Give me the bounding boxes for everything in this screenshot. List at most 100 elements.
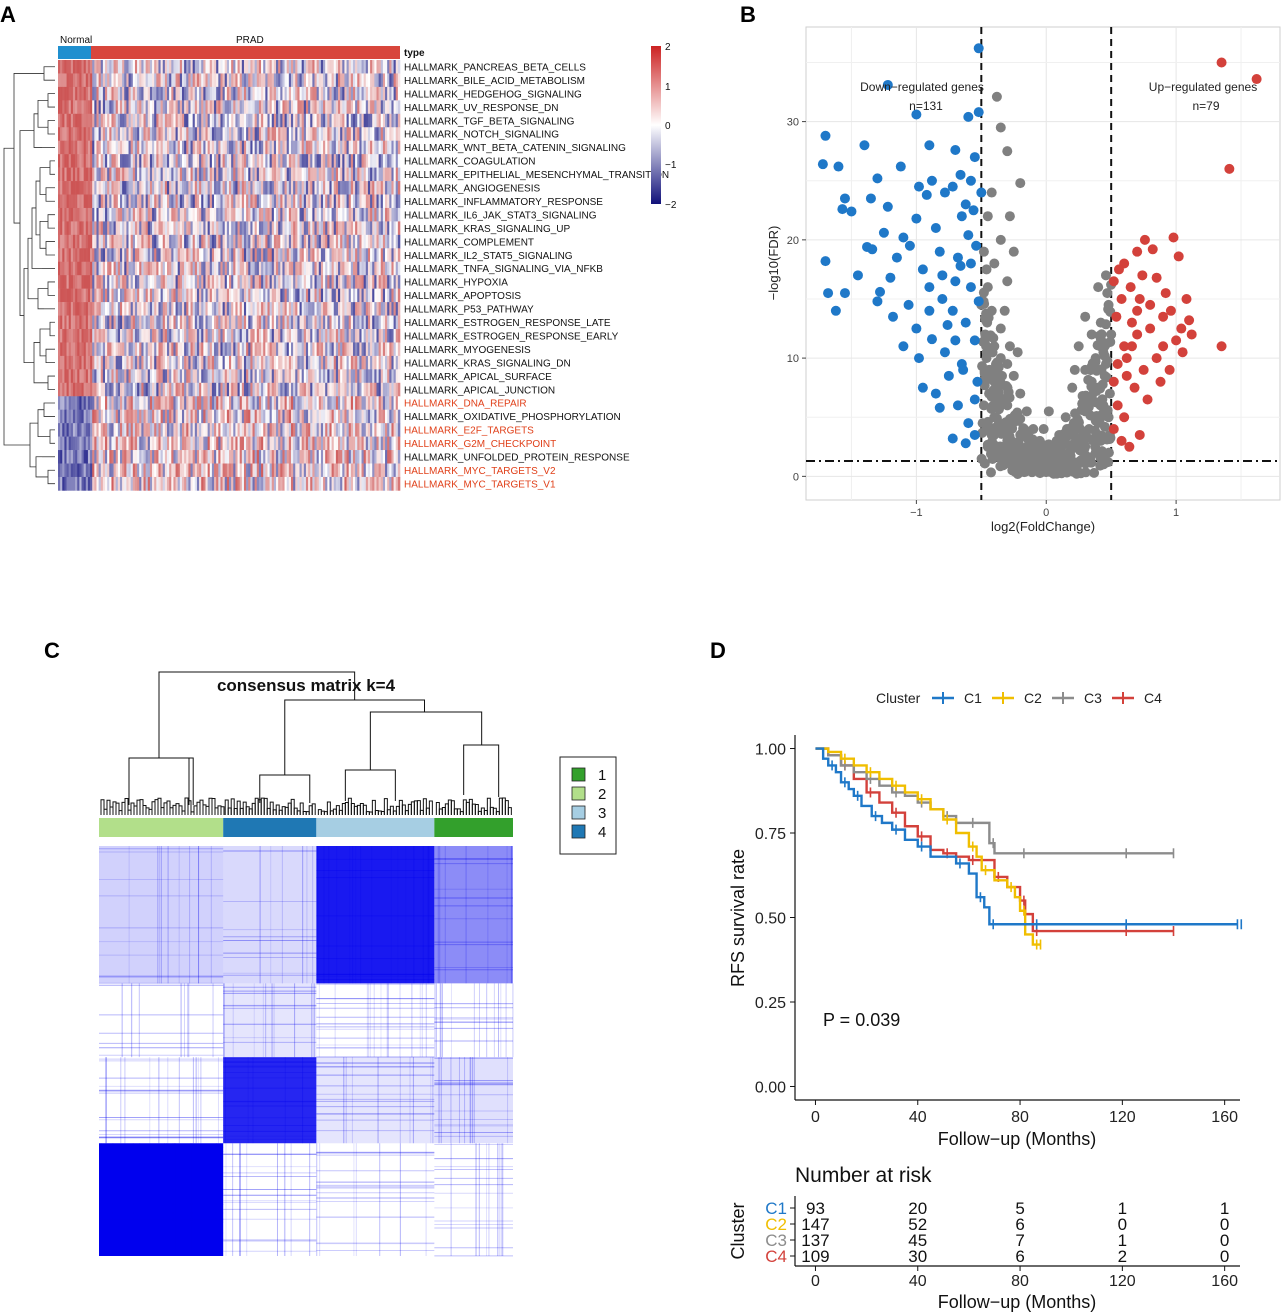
heatmap-cell: [310, 382, 313, 397]
heatmap-cell: [94, 261, 97, 276]
heatmap-cell: [378, 127, 382, 141]
heatmap-cell: [352, 73, 356, 88]
heatmap-cell: [239, 355, 243, 370]
heatmap-cell: [273, 248, 277, 263]
heatmap-cell: [380, 450, 384, 464]
heatmap-cell: [162, 127, 166, 141]
heatmap-cell: [310, 342, 313, 357]
heatmap-cell: [387, 342, 390, 357]
heatmap-cell: [263, 436, 266, 451]
heatmap-cell: [119, 194, 123, 209]
heatmap-cell: [297, 113, 300, 128]
heatmap-cell: [173, 154, 176, 168]
heatmap-cell: [66, 369, 69, 384]
heatmap-cell: [107, 60, 110, 74]
heatmap-cell: [365, 127, 369, 141]
heatmap-cell: [318, 167, 322, 182]
heatmap-cell: [175, 369, 178, 384]
heatmap-cell: [288, 423, 292, 437]
heatmap-cell: [282, 113, 285, 128]
heatmap-cell: [258, 181, 262, 195]
heatmap-cell: [243, 181, 247, 195]
heatmap-cell: [299, 221, 302, 236]
heatmap-cell: [395, 154, 399, 168]
heatmap-cell: [173, 463, 176, 478]
heatmap-cell: [273, 127, 277, 141]
heatmap-cell: [389, 127, 392, 141]
heatmap-cell: [295, 275, 298, 289]
heatmap-cell: [117, 86, 121, 101]
heatmap-cell: [346, 302, 349, 316]
heatmap-cell: [160, 181, 164, 195]
heatmap-cell: [239, 86, 243, 101]
heatmap-cell: [107, 355, 110, 370]
heatmap-cell: [190, 167, 193, 182]
heatmap-cell: [85, 113, 89, 128]
heatmap-cell: [387, 207, 390, 222]
heatmap-cell: [273, 423, 277, 437]
heatmap-cell: [297, 261, 300, 276]
heatmap-cell: [175, 382, 178, 397]
heatmap-cell: [196, 302, 200, 316]
heatmap-cell: [246, 207, 249, 222]
heatmap-cell: [175, 275, 178, 289]
heatmap-cell: [308, 409, 311, 424]
heatmap-cell: [355, 234, 358, 249]
heatmap-cell: [68, 221, 72, 236]
heatmap-cell: [100, 207, 104, 222]
heatmap-cell: [282, 463, 285, 478]
heatmap-cell: [62, 423, 65, 437]
heatmap-cell: [290, 355, 294, 370]
heatmap-cell: [177, 288, 181, 303]
heatmap-cell: [389, 221, 392, 236]
heatmap-cell: [325, 73, 328, 88]
heatmap-cell: [124, 73, 127, 88]
heatmap-cell: [263, 194, 266, 209]
heatmap-cell: [261, 288, 264, 303]
heatmap-cell: [378, 86, 382, 101]
heatmap-cell: [271, 221, 275, 236]
heatmap-cell: [265, 86, 268, 101]
heatmap-cell: [290, 154, 294, 168]
heatmap-cell: [113, 450, 117, 464]
heatmap-cell: [261, 194, 264, 209]
heatmap-cell: [263, 355, 266, 370]
heatmap-cell: [370, 369, 373, 384]
heatmap-cell: [85, 181, 89, 195]
heatmap-cell: [374, 140, 377, 155]
heatmap-cell: [254, 463, 258, 478]
heatmap-cell: [222, 167, 226, 182]
heatmap-cell: [68, 100, 72, 115]
heatmap-cell: [66, 261, 69, 276]
heatmap-cell: [323, 382, 326, 397]
heatmap-cell: [226, 234, 230, 249]
heatmap-cell: [248, 60, 251, 74]
heatmap-cell: [139, 154, 142, 168]
heatmap-cell: [316, 302, 320, 316]
heatmap-cell: [312, 113, 315, 128]
heatmap-cell: [77, 355, 80, 370]
heatmap-cell: [100, 463, 104, 478]
heatmap-cell: [85, 140, 89, 155]
heatmap-cell: [199, 423, 202, 437]
heatmap-cell: [239, 342, 243, 357]
heatmap-cell: [96, 342, 99, 357]
heatmap-cell: [284, 355, 288, 370]
heatmap-cell: [96, 248, 99, 263]
heatmap-cell: [352, 261, 356, 276]
heatmap-cell: [90, 154, 93, 168]
heatmap-cell: [203, 60, 206, 74]
heatmap-cell: [111, 409, 114, 424]
heatmap-cell: [160, 140, 164, 155]
heatmap-cell: [233, 315, 236, 330]
heatmap-cell: [310, 100, 313, 115]
heatmap-cell: [209, 409, 213, 424]
heatmap-cell: [188, 60, 191, 74]
heatmap-cell: [361, 60, 364, 74]
heatmap-cell: [147, 396, 151, 410]
heatmap-cell: [331, 315, 335, 330]
heatmap-cell: [179, 369, 183, 384]
heatmap-cell: [147, 261, 151, 276]
heatmap-cell: [290, 100, 294, 115]
heatmap-cell: [258, 315, 262, 330]
